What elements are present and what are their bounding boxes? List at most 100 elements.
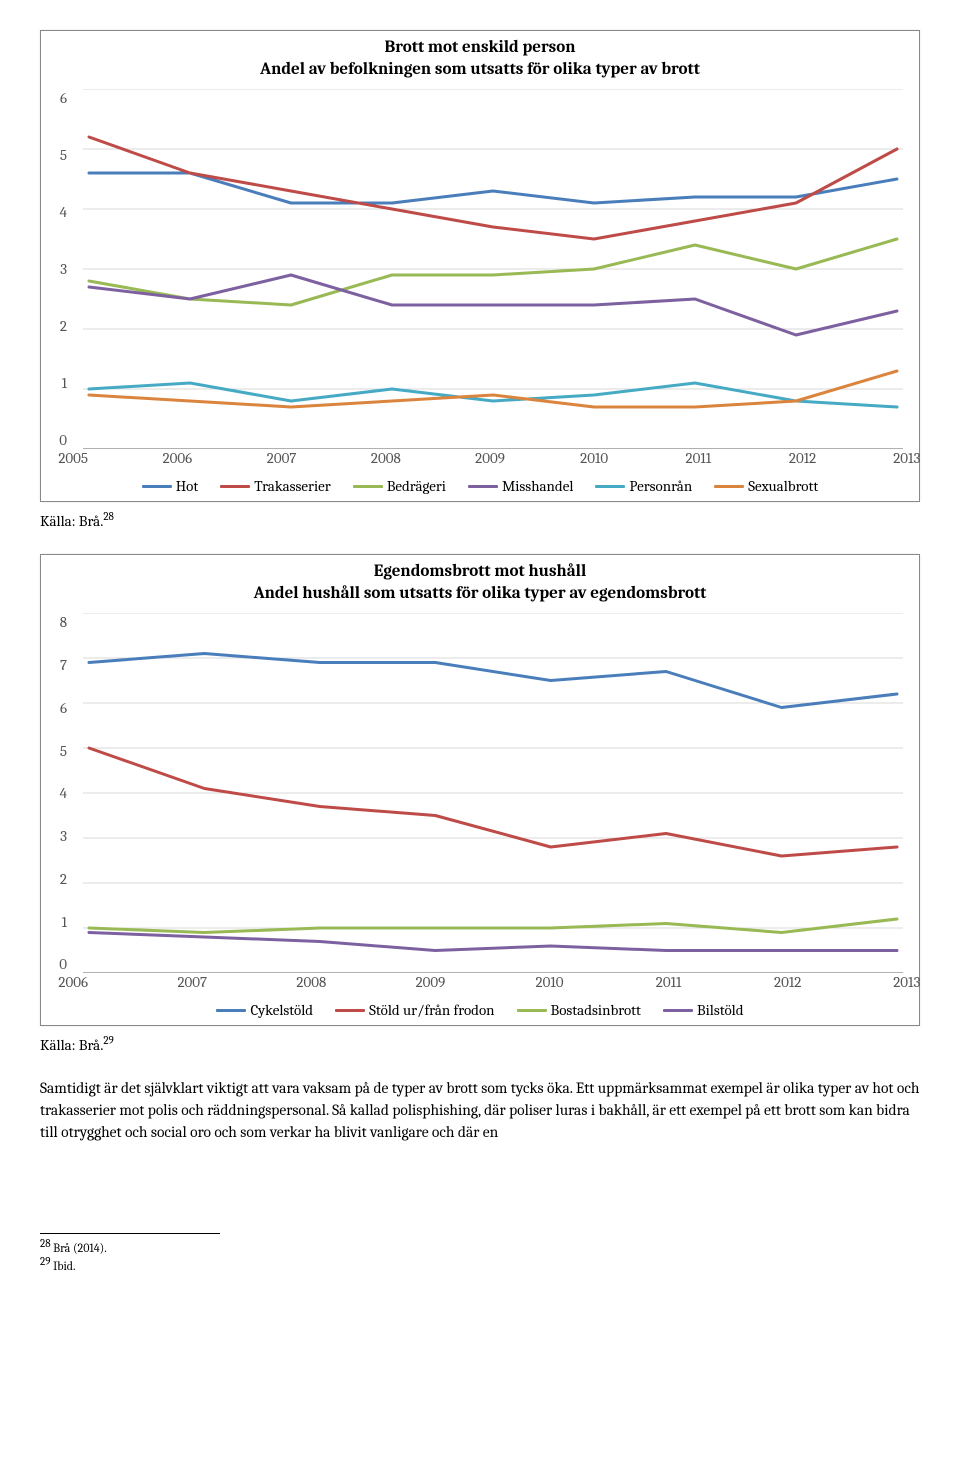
chart2-plot-row: 8 7 6 5 4 3 2 1 0 <box>47 613 913 973</box>
y-tick-label: 3 <box>47 827 67 845</box>
chart1-y-axis: 6543210 <box>47 89 73 449</box>
chart1-source-ref: 28 <box>103 510 114 523</box>
legend-label: Sexualbrott <box>748 477 818 495</box>
chart2-legend: Cykelstöld Stöld ur/från frodon Bostadsinb… <box>47 1001 913 1019</box>
y-tick-label: 7 <box>47 656 67 674</box>
legend-swatch <box>663 1009 693 1012</box>
x-tick-label: 2007 <box>267 449 297 467</box>
y-tick-label: 6 <box>47 89 67 107</box>
series-Bostadsinbrott <box>89 919 897 933</box>
y-tick-label: 1 <box>47 913 67 931</box>
legend-item: Bedrägeri <box>353 477 446 495</box>
x-tick-label: 2009 <box>475 449 505 467</box>
body-paragraph: Samtidigt är det självklart viktigt att … <box>40 1078 920 1143</box>
chart2-source-ref: 29 <box>103 1034 113 1047</box>
legend-swatch <box>216 1009 246 1012</box>
y-tick-label: 2 <box>47 317 67 335</box>
x-tick-label: 2010 <box>536 973 564 991</box>
y-tick-label: 4 <box>47 784 67 802</box>
legend-label: Trakasserier <box>254 477 330 495</box>
chart1-source-label: Källa: Brå. <box>40 512 103 530</box>
legend-label: Bostadsinbrott <box>551 1001 641 1019</box>
x-tick-label: 2006 <box>58 973 88 991</box>
legend-item: Cykelstöld <box>216 1001 313 1019</box>
footnote: 28 Brå (2014). <box>40 1237 920 1255</box>
footnotes: 28 Brå (2014).29 Ibid. <box>40 1233 920 1273</box>
y-tick-label: 8 <box>47 613 67 631</box>
chart1-title: Brott mot enskild person <box>47 37 913 59</box>
legend-swatch <box>714 485 744 488</box>
series-Bilstöld <box>89 933 897 951</box>
chart2-title: Egendomsbrott mot hushåll <box>47 561 913 583</box>
chart2-source: Källa: Brå.29 <box>40 1034 920 1054</box>
legend-label: Cykelstöld <box>250 1001 313 1019</box>
x-tick-label: 2012 <box>774 973 801 991</box>
series-Misshandel <box>89 275 897 335</box>
footnotes-separator <box>40 1233 220 1234</box>
chart2-y-axis: 8 7 6 5 4 3 2 1 0 <box>47 613 73 973</box>
y-tick-label: 0 <box>47 955 67 973</box>
y-tick-label: 5 <box>47 146 67 164</box>
legend-swatch <box>353 485 383 488</box>
chart2-svg <box>73 613 913 973</box>
footnote-ref: 29 <box>40 1255 50 1268</box>
x-tick-label: 2006 <box>163 449 193 467</box>
chart1-subtitle: Andel av befolkningen som utsatts för ol… <box>47 59 913 81</box>
footnote: 29 Ibid. <box>40 1255 920 1273</box>
footnote-text: Ibid. <box>50 1259 75 1273</box>
legend-item: Trakasserier <box>220 477 330 495</box>
legend-swatch <box>468 485 498 488</box>
legend-item: Bostadsinbrott <box>517 1001 641 1019</box>
x-tick-label: 2009 <box>416 973 446 991</box>
chart1-x-axis: 200520062007200820092010201120122013 <box>67 449 913 471</box>
legend-swatch <box>335 1009 365 1012</box>
series-Cykelstöld <box>89 654 897 708</box>
chart2-subtitle: Andel hushåll som utsatts för olika type… <box>47 583 913 605</box>
legend-label: Misshandel <box>502 477 573 495</box>
x-tick-label: 2010 <box>580 449 608 467</box>
legend-item: Sexualbrott <box>714 477 818 495</box>
y-tick-label: 4 <box>47 203 67 221</box>
legend-swatch <box>220 485 250 488</box>
chart1-legend: Hot Trakasserier Bedrägeri Misshandel Person… <box>47 477 913 495</box>
legend-item: Personrån <box>595 477 692 495</box>
chart2-plot-area <box>73 613 913 973</box>
legend-item: Bilstöld <box>663 1001 744 1019</box>
legend-label: Bilstöld <box>697 1001 744 1019</box>
x-tick-label: 2012 <box>789 449 816 467</box>
x-tick-label: 2011 <box>656 973 682 991</box>
legend-label: Stöld ur/från frodon <box>369 1001 494 1019</box>
legend-swatch <box>142 485 172 488</box>
chart1-source: Källa: Brå.28 <box>40 510 920 530</box>
footnote-text: Brå (2014). <box>51 1241 107 1255</box>
legend-label: Personrån <box>629 477 692 495</box>
legend-item: Hot <box>142 477 199 495</box>
y-tick-label: 6 <box>47 699 67 717</box>
y-tick-label: 1 <box>47 374 67 392</box>
chart-box-egendom: Egendomsbrott mot hushåll Andel hushåll … <box>40 554 920 1026</box>
chart1-svg <box>73 89 913 449</box>
legend-swatch <box>595 485 625 488</box>
legend-item: Misshandel <box>468 477 573 495</box>
x-tick-label: 2005 <box>58 449 88 467</box>
chart2-source-label: Källa: Brå. <box>40 1036 103 1054</box>
series-Stöld ur/från frodon <box>89 748 897 856</box>
footnote-ref: 28 <box>40 1237 51 1250</box>
y-tick-label: 2 <box>47 870 67 888</box>
legend-label: Bedrägeri <box>387 477 446 495</box>
x-tick-label: 2008 <box>296 973 326 991</box>
legend-item: Stöld ur/från frodon <box>335 1001 494 1019</box>
x-tick-label: 2013 <box>893 973 920 991</box>
y-tick-label: 5 <box>47 742 67 760</box>
legend-swatch <box>517 1009 547 1012</box>
chart1-plot-row: 6543210 <box>47 89 913 449</box>
legend-label: Hot <box>176 477 199 495</box>
chart2-x-axis: 20062007200820092010201120122013 <box>67 973 913 995</box>
x-tick-label: 2013 <box>893 449 920 467</box>
chart1-plot-area <box>73 89 913 449</box>
series-Trakasserier <box>89 137 897 239</box>
x-tick-label: 2008 <box>371 449 401 467</box>
y-tick-label: 0 <box>47 431 67 449</box>
x-tick-label: 2007 <box>177 973 207 991</box>
chart-box-brott: Brott mot enskild person Andel av befolk… <box>40 30 920 502</box>
